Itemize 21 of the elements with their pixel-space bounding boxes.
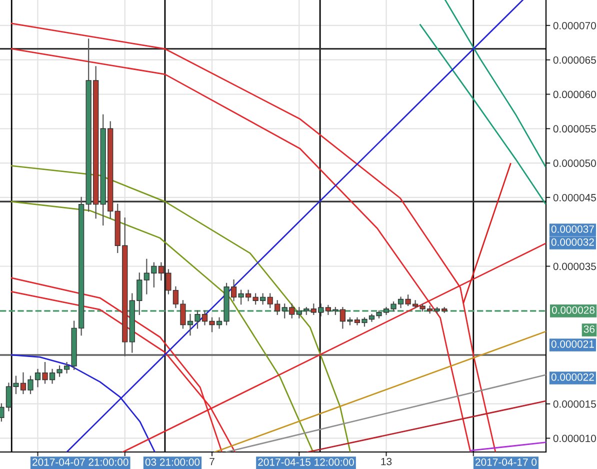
text: 2017-04-07 21:00:00: [32, 458, 128, 466]
text: 0.000032: [551, 238, 594, 246]
ref-line-label: 0.000028: [552, 306, 595, 314]
text: 36: [584, 325, 595, 333]
y-tick-label: 0.000050: [553, 160, 596, 167]
text: 0.000021: [551, 340, 594, 348]
text: 2017-04-15 12:00:00: [258, 458, 354, 466]
x-tick-label: 13: [381, 458, 392, 466]
x-tick-label: 7: [210, 458, 214, 466]
text: 0.000022: [551, 373, 594, 381]
text: 03 21:00:00: [145, 458, 200, 466]
y-tick-label: 0.000045: [553, 194, 596, 202]
text: 0.000037: [551, 225, 594, 233]
y-tick-label: 0.000010: [553, 434, 596, 442]
y-tick-label: 0.000055: [553, 125, 596, 133]
y-tick-label: 0.000060: [553, 90, 596, 98]
y-tick-label: 0.000065: [553, 56, 596, 64]
y-tick-label: 0.000015: [553, 400, 596, 408]
y-tick-label: 0.000070: [553, 22, 596, 30]
y-tick-label: 0.000035: [553, 262, 596, 270]
text: 2017-04-17 0: [476, 458, 537, 466]
